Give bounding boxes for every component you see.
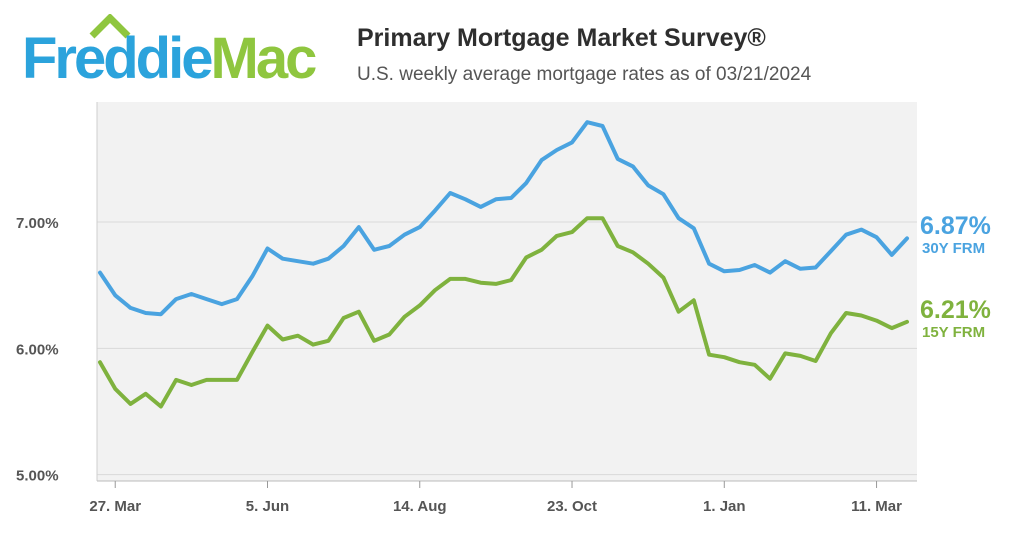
x-tick-label: 27. Mar xyxy=(89,498,141,515)
series-30y-name: 30Y FRM xyxy=(922,240,986,258)
y-tick-label: 7.00% xyxy=(16,215,59,232)
y-tick-label: 5.00% xyxy=(16,468,59,485)
logo-part-freddie: Freddie xyxy=(22,26,213,91)
plot-area xyxy=(97,102,917,481)
chart-title: Primary Mortgage Market Survey® xyxy=(357,24,766,52)
x-tick-label: 23. Oct xyxy=(547,498,597,515)
x-tick-label: 14. Aug xyxy=(393,498,447,515)
chart-subtitle: U.S. weekly average mortgage rates as of… xyxy=(357,64,812,85)
x-tick-label: 11. Mar xyxy=(851,498,902,515)
series-15y-line xyxy=(98,216,909,409)
logo-wordmark: FreddieMac xyxy=(22,30,317,88)
x-tick-label: 1. Jan xyxy=(703,498,746,515)
series-30y-line xyxy=(98,120,909,317)
series-30y-end-value: 6.87% xyxy=(920,212,991,241)
x-tick-label: 5. Jun xyxy=(246,498,289,515)
freddie-mac-logo: FreddieMac xyxy=(22,14,332,94)
logo-part-mac: Mac xyxy=(210,26,318,91)
y-tick-label: 6.00% xyxy=(16,341,59,358)
series-15y-end-value: 6.21% xyxy=(920,295,991,324)
series-15y-name: 15Y FRM xyxy=(922,323,986,341)
house-roof-icon xyxy=(89,14,131,39)
